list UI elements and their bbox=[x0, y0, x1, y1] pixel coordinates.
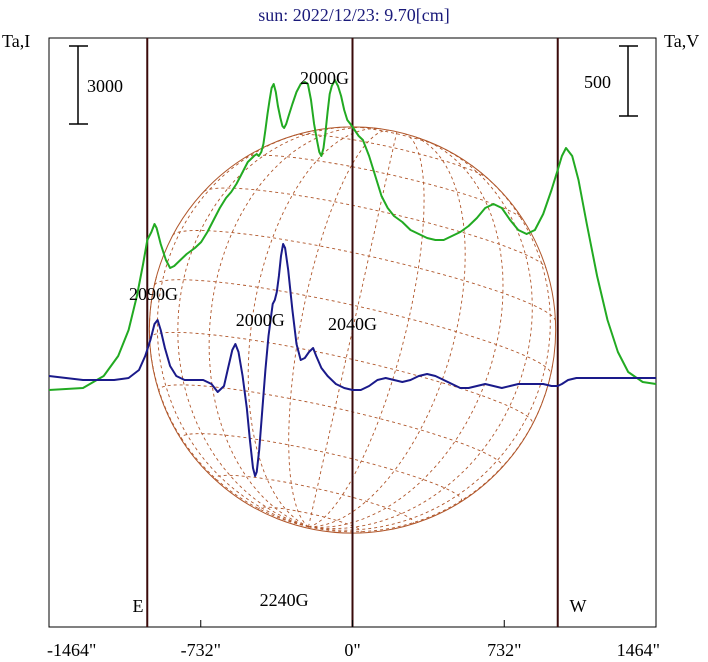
x-tick-label: -1464" bbox=[47, 640, 96, 660]
limb-label-west: W bbox=[570, 596, 587, 616]
x-tick-label: 1464" bbox=[617, 640, 660, 660]
solar-parallel bbox=[293, 133, 489, 179]
solar-meridian bbox=[148, 275, 309, 528]
solar-parallel bbox=[172, 230, 556, 321]
scale-bar-V: 500 bbox=[584, 45, 638, 117]
scale-bar-V-label: 500 bbox=[584, 72, 611, 92]
solar-meridian bbox=[177, 126, 352, 528]
annotation-label: 2040G bbox=[328, 314, 377, 334]
solar-parallel bbox=[245, 154, 524, 221]
x-tick-label: 0" bbox=[344, 640, 360, 660]
series-V bbox=[48, 243, 656, 477]
solar-meridian bbox=[288, 129, 389, 528]
limb-lines bbox=[146, 38, 559, 627]
series-I bbox=[48, 79, 657, 391]
solar-meridian bbox=[308, 135, 466, 528]
x-tick-label: 732" bbox=[487, 640, 521, 660]
solar-meridian bbox=[308, 363, 554, 533]
solar-parallel bbox=[149, 331, 534, 425]
solar-parallel bbox=[203, 187, 547, 269]
solar-parallel bbox=[154, 279, 552, 374]
annotation-label: 2090G bbox=[129, 284, 178, 304]
x-ticks: -1464" -732" 0" 732" 1464" bbox=[47, 620, 660, 660]
series-layer bbox=[48, 79, 657, 477]
annotation-label: 2000G bbox=[236, 310, 285, 330]
annotation-label: 2000G bbox=[300, 68, 349, 88]
x-tick-label: -732" bbox=[181, 640, 221, 660]
annotation-label: 2240G bbox=[260, 590, 309, 610]
chart-title: sun: 2022/12/23: 9.70[cm] bbox=[258, 5, 450, 25]
solar-meridian bbox=[308, 137, 504, 528]
annotation-layer: 2000G 2090G 2000G 2040G 2240G bbox=[129, 68, 377, 610]
solar-parallel bbox=[258, 506, 362, 533]
solar-disk-grid bbox=[148, 126, 557, 534]
scale-bar-I-label: 3000 bbox=[87, 76, 123, 96]
solar-meridian bbox=[308, 131, 398, 527]
solar-parallel bbox=[158, 384, 503, 468]
scale-bar-I: 3000 bbox=[69, 45, 123, 125]
left-axis-label: Ta,I bbox=[2, 31, 30, 51]
limb-label-east: E bbox=[133, 596, 144, 616]
right-axis-label: Ta,V bbox=[664, 31, 699, 51]
solar-parallel bbox=[180, 433, 463, 503]
solar-meridian bbox=[247, 128, 382, 528]
solar-parallel bbox=[214, 474, 414, 525]
solar-meridian bbox=[308, 164, 551, 531]
solar-meridian bbox=[308, 146, 533, 530]
solar-meridian bbox=[208, 126, 375, 528]
solar-meridian bbox=[308, 133, 425, 528]
